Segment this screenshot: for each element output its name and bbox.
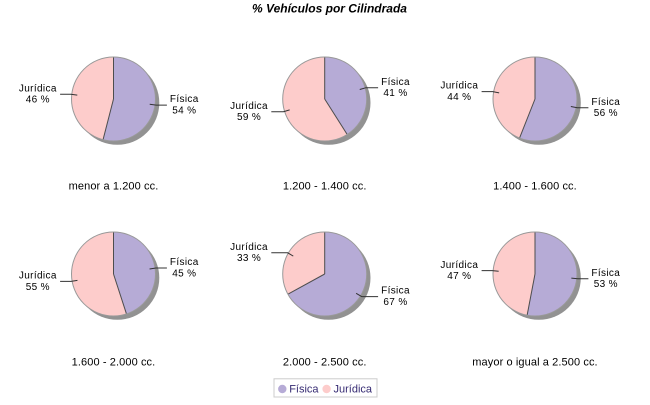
svg-text:41 %: 41 % xyxy=(383,88,407,99)
svg-text:Jurídica: Jurídica xyxy=(440,260,478,271)
svg-text:Jurídica: Jurídica xyxy=(230,242,268,253)
svg-text:Jurídica: Jurídica xyxy=(440,81,478,92)
svg-text:1.200 - 1.400 cc.: 1.200 - 1.400 cc. xyxy=(283,181,367,193)
svg-text:53 %: 53 % xyxy=(594,279,618,290)
svg-text:45 %: 45 % xyxy=(172,268,196,279)
svg-text:55 %: 55 % xyxy=(26,282,50,293)
svg-text:2.000 - 2.500 cc.: 2.000 - 2.500 cc. xyxy=(283,357,367,369)
svg-text:1.600 - 2.000 cc.: 1.600 - 2.000 cc. xyxy=(72,357,156,369)
svg-text:Jurídica: Jurídica xyxy=(230,101,268,112)
svg-text:Física: Física xyxy=(289,384,319,396)
svg-text:Jurídica: Jurídica xyxy=(19,271,57,282)
svg-text:mayor o igual a 2.500 cc.: mayor o igual a 2.500 cc. xyxy=(472,357,597,369)
svg-text:56 %: 56 % xyxy=(594,108,618,119)
svg-text:46 %: 46 % xyxy=(26,95,50,106)
svg-text:Jurídica: Jurídica xyxy=(19,83,57,94)
svg-text:54 %: 54 % xyxy=(172,105,196,116)
svg-text:Física: Física xyxy=(381,77,410,88)
svg-text:Física: Física xyxy=(381,286,410,297)
svg-text:33 %: 33 % xyxy=(237,253,261,264)
svg-text:44 %: 44 % xyxy=(447,92,471,103)
svg-text:% Vehículos por Cilindrada: % Vehículos por Cilindrada xyxy=(252,2,407,16)
svg-text:Física: Física xyxy=(591,97,620,108)
svg-text:1.400 - 1.600 cc.: 1.400 - 1.600 cc. xyxy=(493,181,577,193)
svg-text:67 %: 67 % xyxy=(383,297,407,308)
svg-text:Física: Física xyxy=(591,268,620,279)
svg-text:47 %: 47 % xyxy=(447,271,471,282)
svg-text:59 %: 59 % xyxy=(237,112,261,123)
svg-text:Jurídica: Jurídica xyxy=(334,384,373,396)
svg-text:Física: Física xyxy=(170,257,199,268)
svg-text:Física: Física xyxy=(170,94,199,105)
svg-text:menor a 1.200 cc.: menor a 1.200 cc. xyxy=(69,181,159,193)
